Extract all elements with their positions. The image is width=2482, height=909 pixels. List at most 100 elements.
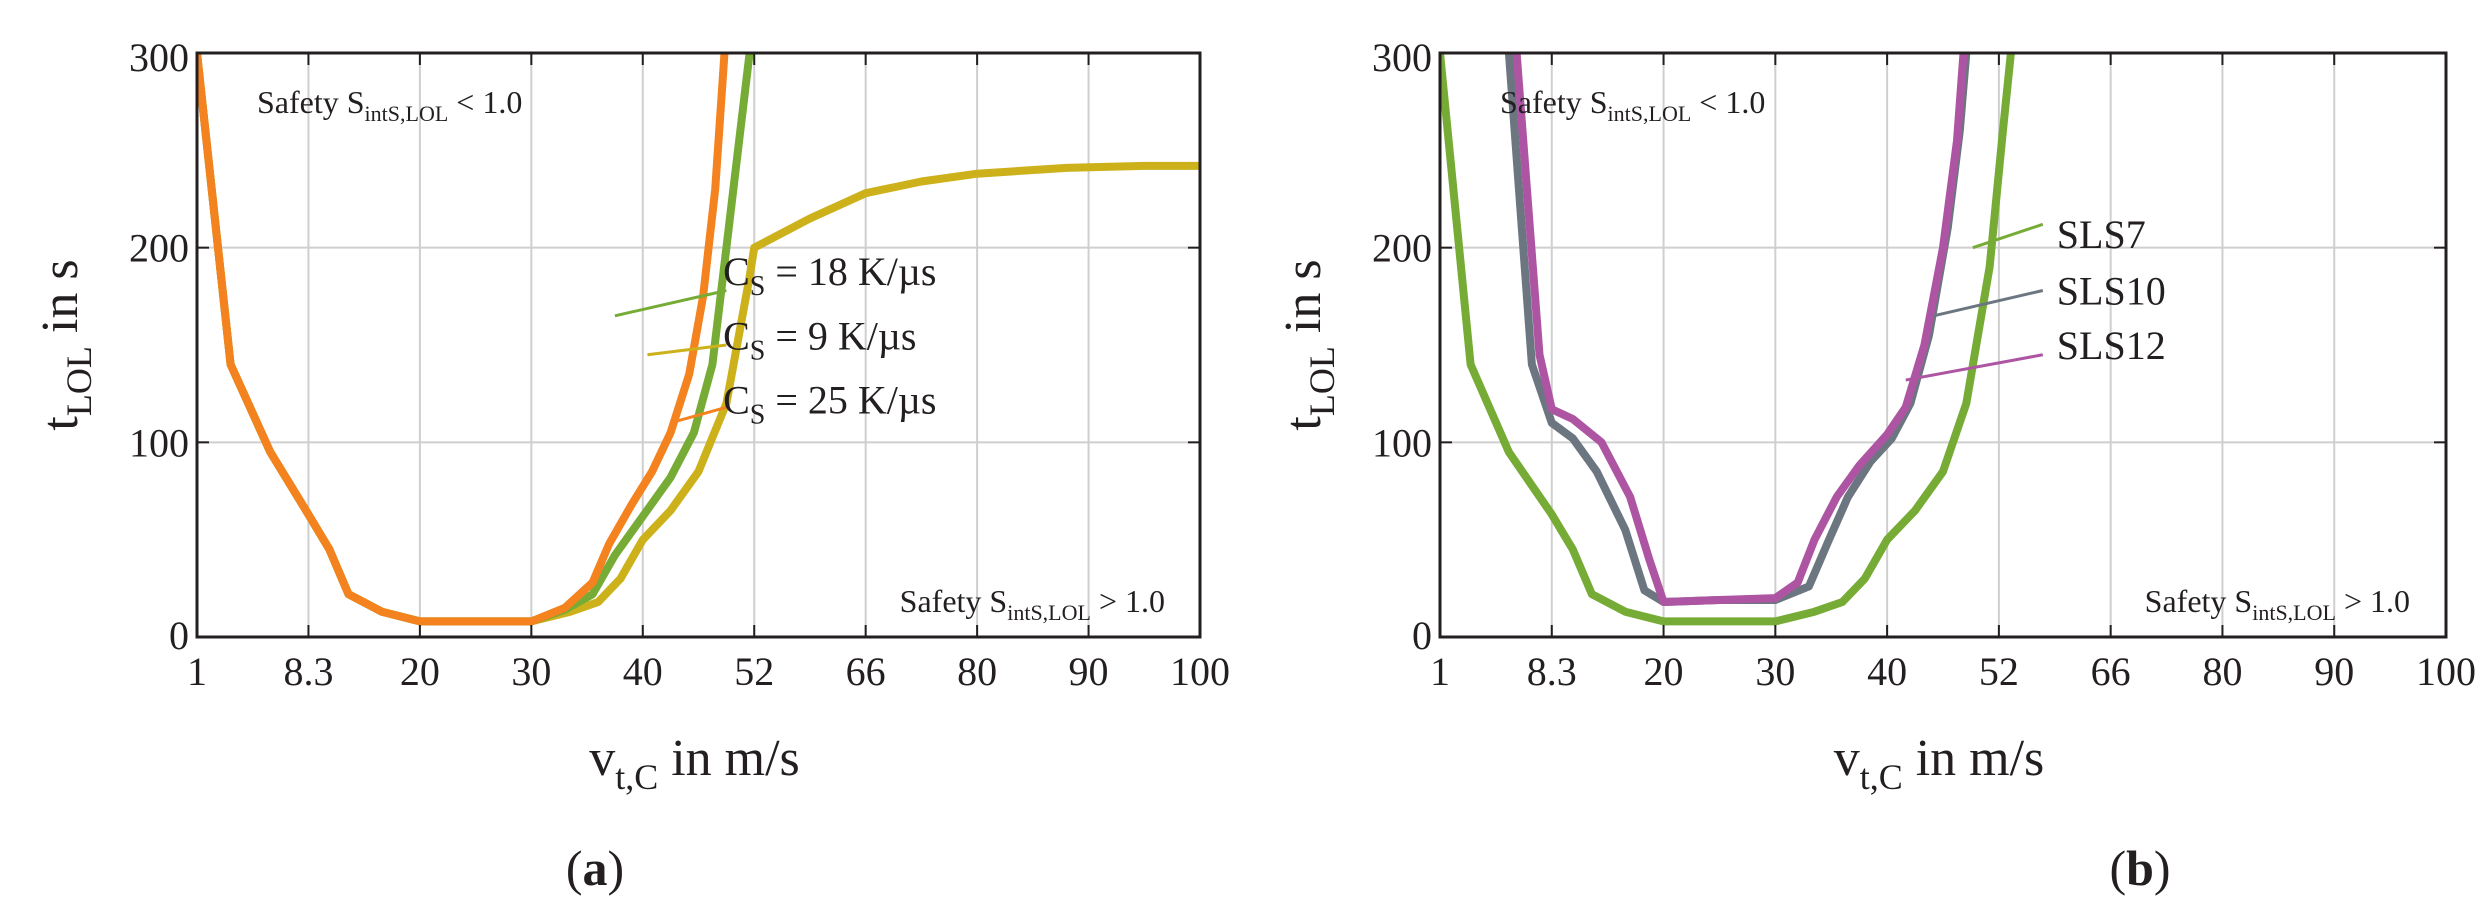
x-tick-label: 90 — [2314, 649, 2354, 694]
annotation-safety-lower: Safety SintS,LOL > 1.0 — [900, 583, 1165, 625]
y-axis-label-group: tLOL in s — [32, 259, 99, 430]
annotation-safety-upper: Safety SintS,LOL < 1.0 — [1500, 84, 1765, 126]
y-tick-label: 200 — [129, 226, 189, 271]
legend-label-2: CS = 25 K/µs — [723, 378, 936, 431]
x-tick-label: 66 — [2091, 649, 2131, 694]
axes-frame — [195, 51, 1202, 639]
x-tick-label: 1 — [1430, 649, 1450, 694]
legend-label-0-main: C — [723, 249, 750, 294]
legend-label-1: SLS10 — [2057, 268, 2166, 313]
x-tick-label: 40 — [623, 649, 663, 694]
annotation-safety-lower-main: Safety S — [2145, 583, 2253, 619]
legend-leader-line — [1933, 289, 2044, 318]
legend-label-2-main: C — [723, 378, 750, 423]
caption-letter: a — [583, 840, 608, 896]
legend-leader-line — [647, 343, 727, 357]
x-axis-label-main: v — [589, 730, 615, 787]
panel-caption: (a) — [566, 840, 624, 896]
x-tick-label: 66 — [846, 649, 886, 694]
x-tick-label: 100 — [1170, 649, 1230, 694]
annotation-safety-upper-main: Safety S — [1500, 84, 1608, 120]
y-tick-label: 300 — [129, 35, 189, 80]
annotation-safety-upper-sub: intS,LOL — [365, 101, 449, 126]
legend-label-2-sub: S — [750, 400, 766, 431]
caption-close: ) — [2154, 840, 2171, 896]
annotation-safety-lower-sub: intS,LOL — [1007, 600, 1091, 625]
x-tick-label: 20 — [400, 649, 440, 694]
legend-label-2: SLS12 — [2057, 323, 2166, 368]
annotation-safety-upper-sub: intS,LOL — [1608, 101, 1692, 126]
x-tick-label: 80 — [957, 649, 997, 694]
series-line-c-s-25-k-s — [197, 53, 729, 626]
x-tick-label: 80 — [2202, 649, 2242, 694]
panel-caption: (b) — [2109, 840, 2170, 896]
caption-close: ) — [608, 840, 625, 896]
y-axis-label-rest: in s — [32, 259, 89, 346]
x-tick-label: 30 — [511, 649, 551, 694]
annotation-safety-lower-sub: intS,LOL — [2252, 600, 2336, 625]
series-line-sls7 — [1440, 53, 2015, 626]
axes-frame — [1438, 51, 2448, 639]
x-tick-label: 90 — [1069, 649, 1109, 694]
legend-label-1-rest: = 9 K/µs — [765, 313, 916, 358]
legend-label-1-sub: S — [750, 335, 766, 366]
legend-label-1-main: C — [723, 313, 750, 358]
chart-b: 1 8.3 20 30 40 52 66 80 90 100 0 100 200 300 vt,C in m… — [1275, 35, 2476, 896]
y-tick-label: 0 — [169, 613, 189, 658]
legend-label-2-rest: = 25 K/µs — [765, 378, 936, 423]
x-tick-label: 100 — [2416, 649, 2476, 694]
legend-label-0: SLS7 — [2057, 212, 2146, 257]
y-axis-label-rest: in s — [1275, 259, 1332, 346]
legend-label-2-main: SLS12 — [2057, 323, 2166, 368]
x-axis-label-sub: t,C — [1860, 757, 1903, 797]
caption-letter: b — [2126, 840, 2154, 896]
x-tick-label: 8.3 — [1527, 649, 1577, 694]
y-axis-label-main: t — [32, 416, 89, 431]
annotation-safety-upper-main: Safety S — [257, 84, 365, 120]
series-line-sls10 — [1504, 53, 1971, 606]
caption-open: ( — [2109, 840, 2126, 896]
legend-label-1: CS = 9 K/µs — [723, 313, 916, 366]
legend-label-0-sub: S — [750, 271, 766, 302]
x-tick-label: 1 — [187, 649, 207, 694]
y-tick-label: 200 — [1372, 226, 1432, 271]
y-tick-label: 100 — [1372, 420, 1432, 465]
caption-open: ( — [566, 840, 583, 896]
x-axis-label: vt,C in m/s — [589, 730, 800, 797]
y-axis-label: tLOL in s — [32, 259, 99, 430]
annotation-safety-upper: Safety SintS,LOL < 1.0 — [257, 84, 522, 126]
x-tick-label: 8.3 — [283, 649, 333, 694]
y-axis-label: tLOL in s — [1275, 259, 1342, 430]
y-axis-label-sub: LOL — [59, 346, 99, 416]
x-axis-label-sub: t,C — [615, 757, 658, 797]
x-tick-label: 30 — [1755, 649, 1795, 694]
x-tick-label: 52 — [1979, 649, 2019, 694]
legend-label-0-rest: = 18 K/µs — [765, 249, 936, 294]
x-tick-label: 40 — [1867, 649, 1907, 694]
y-tick-label: 300 — [1372, 35, 1432, 80]
annotation-safety-upper-rest: < 1.0 — [1691, 84, 1765, 120]
chart-a: 1 8.3 20 30 40 52 66 80 90 100 0 100 200 300 vt,C in m… — [32, 35, 1230, 896]
annotation-safety-lower-rest: > 1.0 — [1091, 583, 1165, 619]
y-tick-label: 100 — [129, 420, 189, 465]
series-line-sls12 — [1512, 53, 1968, 606]
annotation-safety-upper-rest: < 1.0 — [448, 84, 522, 120]
x-axis-label-rest: in m/s — [1903, 730, 2045, 787]
y-tick-label: 0 — [1412, 613, 1432, 658]
legend-leader-line — [1972, 222, 2044, 250]
series-line-c-s-18-k-s — [197, 53, 754, 626]
x-tick-label: 20 — [1644, 649, 1684, 694]
legend-label-1-main: SLS10 — [2057, 268, 2166, 313]
legend-leader-line — [670, 405, 727, 425]
x-axis-label: vt,C in m/s — [1834, 730, 2045, 797]
legend-label-0-main: SLS7 — [2057, 212, 2146, 257]
legend-label-0: CS = 18 K/µs — [723, 249, 936, 302]
y-axis-label-group: tLOL in s — [1275, 259, 1342, 430]
x-axis-label-rest: in m/s — [658, 730, 800, 787]
x-tick-label: 52 — [734, 649, 774, 694]
x-axis-label-main: v — [1834, 730, 1860, 787]
legend-leader-line — [614, 289, 727, 318]
y-axis-label-sub: LOL — [1302, 346, 1342, 416]
annotation-safety-lower-rest: > 1.0 — [2336, 583, 2410, 619]
